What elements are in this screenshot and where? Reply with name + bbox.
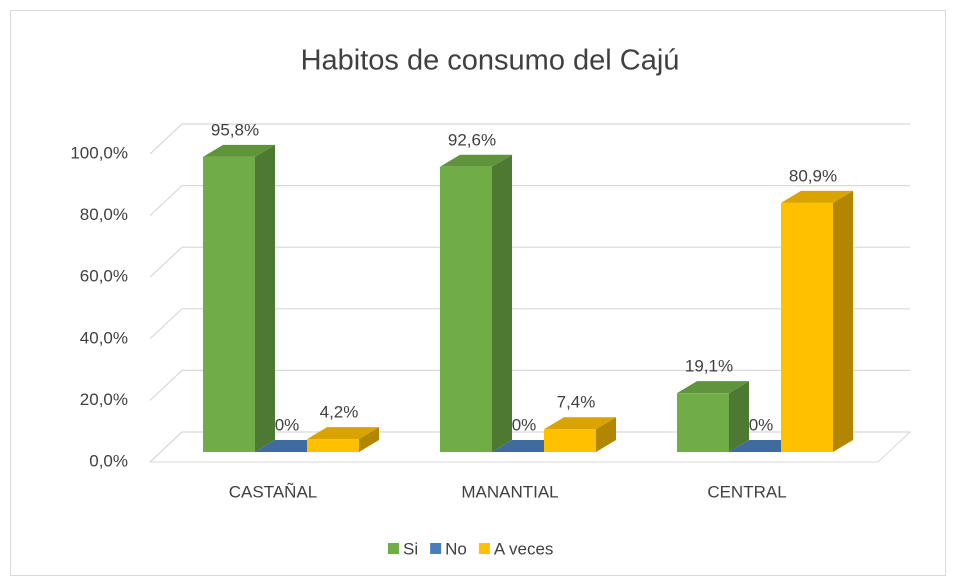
legend-label: No: [445, 539, 467, 558]
y-tick-label: 80,0%: [80, 205, 128, 224]
bar: [307, 439, 359, 452]
grid-line: [149, 185, 910, 217]
x-tick-label: CASTAÑAL: [229, 482, 318, 501]
bar-top: [203, 144, 275, 157]
bar-top: [307, 427, 379, 440]
floor: [148, 431, 912, 463]
data-label: 80,9%: [789, 166, 837, 185]
bar-side: [729, 381, 749, 452]
grid-line: [149, 308, 910, 340]
bar-top: [544, 417, 616, 430]
bar-side: [833, 190, 853, 452]
bar-top: [781, 190, 853, 203]
legend-swatch: [430, 543, 442, 554]
bar: [544, 429, 596, 452]
data-label: 95,8%: [211, 120, 259, 139]
grid-line: [149, 246, 910, 278]
y-tick-label: 0,0%: [89, 451, 128, 470]
legend-swatch: [388, 543, 399, 554]
bar-side: [492, 154, 512, 453]
chart-title: Habitos de consumo del Cajú: [301, 45, 680, 77]
data-label: 19,1%: [685, 357, 733, 376]
data-label: 0%: [749, 415, 774, 434]
legend-label: A veces: [494, 539, 554, 558]
data-label: 0%: [512, 415, 537, 434]
bar: [203, 156, 255, 452]
legend-swatch: [478, 543, 490, 554]
y-tick-label: 20,0%: [80, 390, 128, 409]
bar-side: [596, 417, 616, 452]
x-tick-label: MANANTIAL: [461, 482, 558, 501]
data-label: 92,6%: [448, 130, 496, 149]
bar: [677, 393, 729, 452]
data-label: 0%: [275, 415, 300, 434]
grid-line: [149, 123, 910, 155]
bar-side: [359, 427, 379, 452]
y-tick-label: 100,0%: [70, 143, 128, 162]
bar: [440, 166, 492, 453]
bar-top: [677, 381, 749, 394]
legend-label: Si: [403, 539, 418, 558]
y-tick-label: 60,0%: [80, 267, 128, 286]
bar-side: [255, 144, 275, 452]
y-tick-label: 40,0%: [80, 328, 128, 347]
grid-line: [149, 369, 910, 401]
bar: [781, 202, 833, 452]
x-tick-label: CENTRAL: [707, 482, 786, 501]
bar-top: [440, 154, 512, 167]
data-label: 7,4%: [557, 393, 596, 412]
data-label: 4,2%: [320, 403, 359, 422]
